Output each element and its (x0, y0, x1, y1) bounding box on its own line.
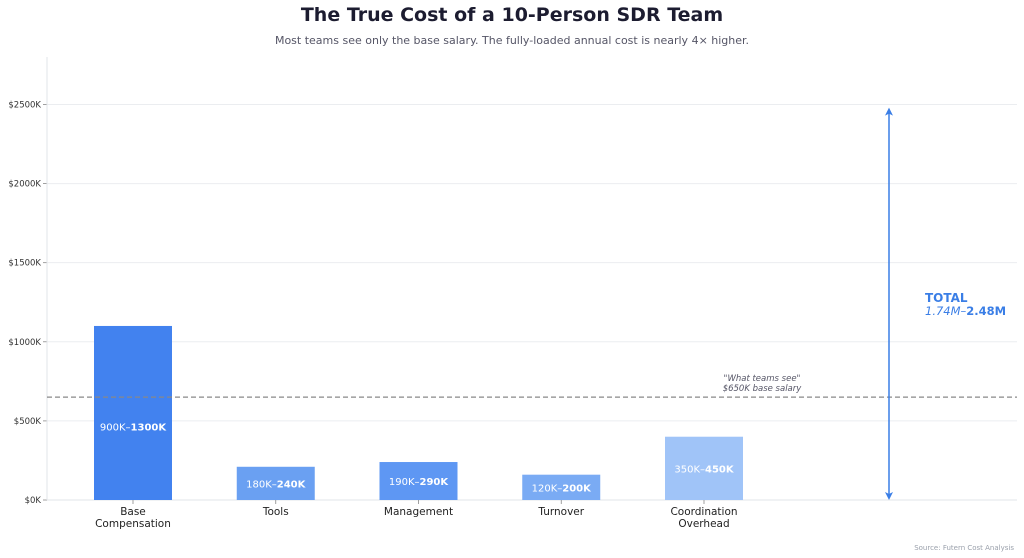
total-value: 1.74M–2.48M (925, 304, 1006, 318)
bar-value-label: 350K–450K (674, 464, 735, 475)
bar-4 (665, 436, 743, 500)
bar-value-low: 900K– (100, 422, 131, 433)
bar-value-low: 180K– (246, 479, 277, 490)
y-tick-label: $500K (14, 417, 42, 427)
total-value-low: 1.74M– (925, 304, 967, 318)
y-tick-label: $1500K (8, 259, 41, 269)
category-label: Compensation (95, 518, 171, 530)
total-value-high: 2.48M (966, 304, 1006, 318)
category-label: Management (384, 506, 453, 518)
bar-value-label: 190K–290K (389, 477, 450, 488)
bar-value-low: 350K– (674, 464, 705, 475)
bar-3 (522, 474, 601, 500)
category-label: Base (120, 506, 146, 518)
chart-subtitle: Most teams see only the base salary. The… (274, 34, 750, 47)
bar-value-label: 120K–200K (532, 483, 593, 494)
bar-1 (236, 466, 315, 500)
axes: $0K $500K $1000K $1500K $2000K $2500K BaseComp… (8, 57, 1017, 530)
bar-0 (94, 325, 172, 500)
bar-value-low: 120K– (532, 483, 563, 494)
category-label: Tools (262, 506, 289, 518)
bar-value-label: 900K–1300K (100, 422, 167, 433)
bar-value-high: 290K (420, 477, 450, 488)
y-tick-label: $2000K (8, 180, 41, 190)
bar-value-high: 1300K (131, 422, 168, 433)
bars: 900K–1300K 180K–240K 190K–290K 120K–200K 350… (94, 325, 743, 500)
grid-lines (47, 103, 1017, 422)
bar-value-high: 200K (562, 483, 592, 494)
annotations: "What teams see"$650K base salary TOTAL1.… (47, 107, 1017, 500)
bar-value-high: 450K (705, 464, 735, 475)
y-tick-label: $2500K (8, 100, 41, 110)
baseline-sublabel: $650K base salary (723, 384, 803, 394)
bar-2 (379, 462, 458, 500)
bar-value-label: 180K–240K (246, 479, 307, 490)
bar-value-low: 190K– (389, 477, 420, 488)
y-tick-label: $0K (25, 496, 42, 506)
baseline-label: "What teams see" (724, 374, 801, 384)
category-label: Coordination (670, 506, 737, 518)
chart-title: The True Cost of a 10-Person SDR Team (300, 4, 724, 26)
y-tick-label: $1000K (8, 338, 41, 348)
total-label: TOTAL (925, 291, 968, 305)
category-label: Overhead (678, 518, 729, 530)
category-label: Turnover (537, 506, 584, 518)
bar-value-high: 240K (277, 479, 307, 490)
source-note: Source: Futern Cost Analysis (914, 544, 1014, 552)
